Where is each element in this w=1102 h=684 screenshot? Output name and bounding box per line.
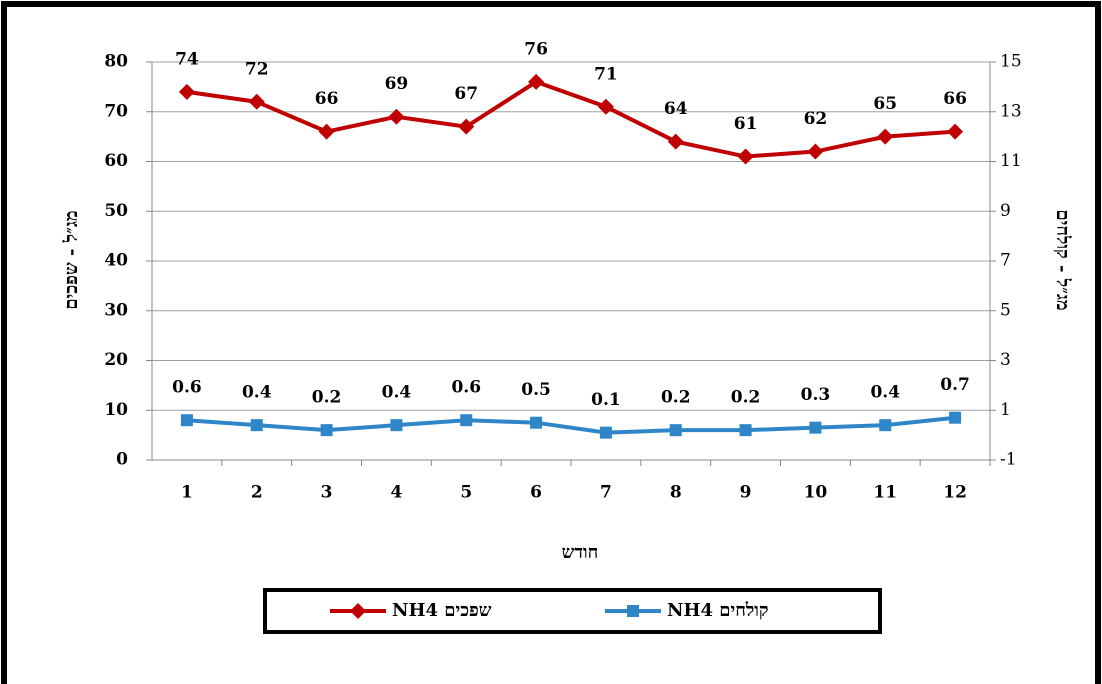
- value-label: 62: [804, 109, 828, 129]
- value-label: 0.2: [661, 388, 691, 408]
- x-tick-label: 8: [670, 483, 682, 503]
- marker: [737, 148, 754, 165]
- value-label: 67: [454, 84, 478, 104]
- y-tick-label: 10: [104, 400, 128, 420]
- y2-tick-label: 3: [1000, 350, 1011, 370]
- marker: [627, 605, 639, 617]
- value-label: 0.4: [870, 383, 900, 403]
- marker: [180, 414, 193, 427]
- y2-axis-title: מג״ל - קולחים: [1052, 209, 1073, 310]
- x-tick-label: 7: [600, 483, 612, 503]
- x-tick-label: 2: [251, 483, 263, 503]
- line: [186, 415, 956, 435]
- legend-label: קולחים NH4: [667, 600, 769, 621]
- x-tick-label: 1: [181, 483, 193, 503]
- y2-tick-label: 15: [1000, 52, 1022, 72]
- y-tick-label: 40: [104, 251, 128, 271]
- value-label: 65: [873, 94, 897, 114]
- legend-label: שפכים NH4: [392, 600, 492, 621]
- marker: [458, 118, 475, 135]
- x-tick-label: 3: [321, 483, 333, 503]
- marker: [350, 603, 366, 619]
- value-label: 64: [664, 99, 688, 119]
- marker: [388, 108, 405, 125]
- marker: [877, 128, 894, 145]
- value-label: 61: [734, 114, 758, 134]
- value-label: 69: [385, 74, 409, 94]
- value-label: 72: [245, 59, 269, 79]
- marker: [739, 424, 752, 437]
- value-label: 0.1: [591, 390, 621, 410]
- value-label: 0.6: [172, 378, 202, 398]
- value-label: 0.3: [801, 385, 831, 405]
- value-label: 0.2: [312, 388, 342, 408]
- marker: [320, 424, 333, 437]
- value-label: 0.4: [242, 383, 272, 403]
- value-label: 0.7: [940, 375, 970, 395]
- marker: [669, 424, 682, 437]
- marker: [460, 414, 473, 427]
- y2-tick-label: 9: [1000, 201, 1011, 221]
- marker: [807, 143, 824, 160]
- y2-tick-label: 13: [1000, 101, 1022, 121]
- value-label: 0.5: [521, 380, 551, 400]
- x-tick-label: 9: [740, 483, 752, 503]
- x-tick-label: 10: [804, 483, 828, 503]
- value-label: 76: [524, 39, 548, 59]
- y-tick-label: 0: [116, 450, 128, 470]
- y2-tick-label: 5: [1000, 300, 1011, 320]
- value-label: 74: [175, 49, 199, 69]
- marker: [528, 73, 545, 90]
- marker: [530, 416, 543, 429]
- y2-tick-label: 11: [1000, 151, 1022, 171]
- marker: [248, 93, 265, 110]
- y-tick-label: 20: [104, 350, 128, 370]
- y-tick-label: 30: [104, 300, 128, 320]
- value-label: 0.4: [382, 383, 412, 403]
- marker: [390, 419, 403, 432]
- y-axis-title: מג״ל - שפכים: [61, 210, 82, 309]
- value-label: 0.6: [451, 378, 481, 398]
- marker: [250, 419, 263, 432]
- y-tick-label: 50: [104, 201, 128, 221]
- y2-tick-label: 7: [1000, 251, 1011, 271]
- value-label: 0.2: [731, 388, 761, 408]
- line: [186, 79, 956, 159]
- y-tick-label: 80: [104, 52, 128, 72]
- marker: [809, 421, 822, 434]
- x-tick-label: 12: [943, 483, 967, 503]
- x-tick-label: 6: [530, 483, 542, 503]
- y2-tick-label: 1: [1000, 400, 1011, 420]
- marker: [879, 419, 892, 432]
- marker: [178, 83, 195, 100]
- y-tick-label: 70: [104, 101, 128, 121]
- marker: [947, 123, 964, 140]
- value-label: 66: [943, 89, 967, 109]
- x-tick-label: 5: [460, 483, 472, 503]
- y-tick-label: 60: [104, 151, 128, 171]
- marker: [949, 411, 962, 424]
- marker: [318, 123, 335, 140]
- marker: [667, 133, 684, 150]
- x-tick-label: 4: [390, 483, 402, 503]
- x-axis-title: חודש: [562, 542, 599, 563]
- value-label: 66: [315, 89, 339, 109]
- y2-tick-label: -1: [1000, 450, 1017, 470]
- marker: [599, 426, 612, 439]
- value-label: 71: [594, 64, 618, 84]
- marker: [597, 98, 614, 115]
- x-tick-label: 11: [873, 483, 897, 503]
